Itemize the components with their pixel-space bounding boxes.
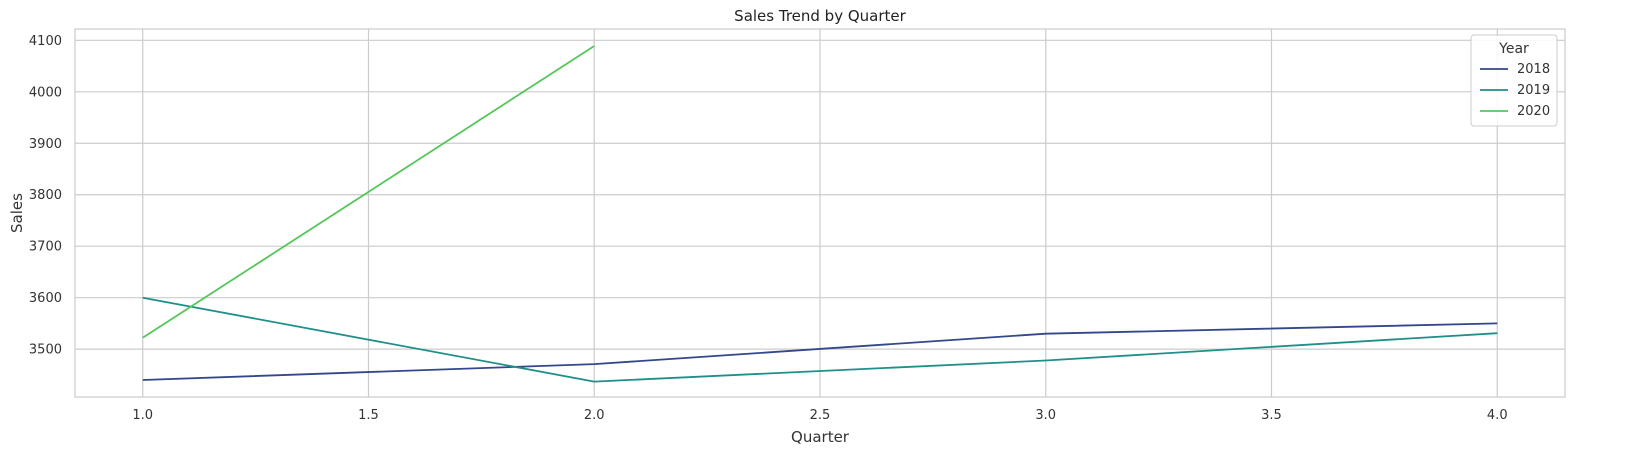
legend-label-2018: 2018	[1517, 62, 1550, 77]
series-layer	[142, 45, 1498, 383]
legend: Year 2018 2019 2020	[1470, 34, 1558, 127]
legend-label-2020: 2020	[1517, 104, 1550, 119]
x-axis-label: Quarter	[791, 428, 850, 446]
x-tick-label: 4.0	[1487, 408, 1508, 423]
legend-box	[1470, 34, 1558, 127]
plot-frame	[74, 28, 1566, 398]
y-tick-label: 3600	[29, 291, 62, 306]
y-axis-label: Sales	[8, 193, 26, 233]
x-tick-label: 1.0	[132, 408, 153, 423]
series-line-2019	[142, 296, 1498, 383]
x-tick-labels: 1.0 1.5 2.0 2.5 3.0 3.5 4.0	[132, 408, 1507, 423]
y-tick-label: 3700	[29, 240, 62, 255]
series-line-2018	[142, 322, 1498, 381]
x-tick-label: 2.0	[584, 408, 605, 423]
y-tick-label: 3800	[29, 188, 62, 203]
y-tick-label: 3900	[29, 137, 62, 152]
x-tick-label: 3.0	[1035, 408, 1056, 423]
y-tick-label: 4100	[29, 34, 62, 49]
series-line-2020	[142, 45, 595, 339]
chart-title: Sales Trend by Quarter	[734, 7, 906, 25]
grid-layer	[75, 29, 1565, 397]
x-tick-label: 2.5	[810, 408, 831, 423]
x-tick-label: 1.5	[358, 408, 379, 423]
legend-label-2019: 2019	[1517, 83, 1550, 98]
y-tick-labels: 3500 3600 3700 3800 3900 4000 4100	[29, 34, 62, 358]
x-tick-label: 3.5	[1261, 408, 1282, 423]
y-tick-label: 3500	[29, 343, 62, 358]
y-tick-label: 4000	[29, 85, 62, 100]
legend-title: Year	[1498, 41, 1529, 57]
legend-items: 2018 2019 2020	[1480, 62, 1550, 119]
